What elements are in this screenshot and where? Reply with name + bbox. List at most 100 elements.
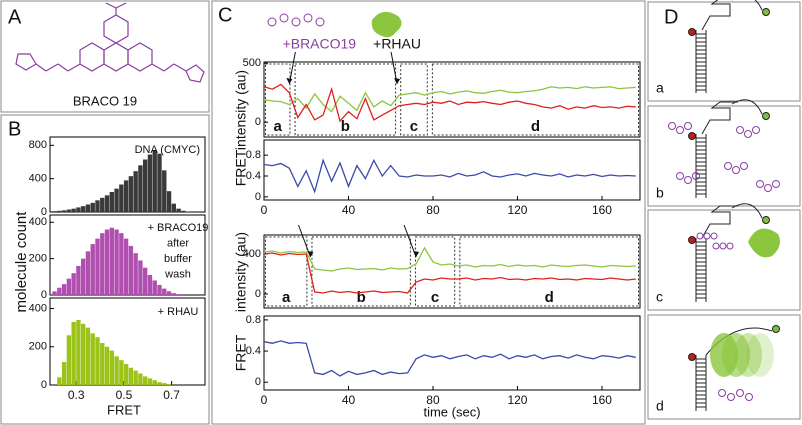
histogram-bar [57,377,62,385]
histogram-annotation: buffer [164,253,192,265]
histogram-bar [76,265,81,295]
histogram-bar [147,154,153,212]
y-tick-label: 800 [29,139,47,151]
x-tick-label: 0.7 [163,388,180,402]
arrow-head [413,251,420,257]
braco-ring [744,130,752,138]
histogram-bar [143,376,148,385]
y-tick-label: 500 [243,57,261,69]
histogram-bar [176,294,181,295]
histogram-bar [90,333,95,385]
histogram-bar [109,227,114,295]
plot-frame [263,139,641,201]
y-tick-label: 0 [255,376,261,388]
braco-ring [745,393,753,401]
histogram-bar [119,233,124,295]
x-tick-label: 120 [507,393,527,407]
y-tick-label: 0 [255,191,261,203]
dna-schematic [695,99,763,198]
histogram-annotation: + RHAU [158,306,199,318]
histogram-bar [176,208,181,212]
segment-box [265,63,291,136]
quadruplex [701,205,738,239]
histogram-bar [128,245,134,295]
donor-dye [688,236,696,244]
segment-label: d [545,289,554,306]
segment-label: c [431,289,439,306]
histogram-bar [119,360,124,385]
y-tick-label: 0.8 [246,314,261,326]
braco-ring [756,180,764,188]
y-tick-label: 200 [29,341,47,353]
histogram-bar [76,319,81,385]
histogram-bar [123,180,129,212]
histogram-annotation: DNA (CMYC) [135,144,200,156]
histogram-bar [162,170,167,212]
histogram-bar [81,258,86,295]
braco-ring [736,389,744,397]
y-axis-label: FRET [233,149,249,186]
histogram-bar [81,206,86,212]
histogram-bar [133,171,138,212]
braco-ring [718,389,726,397]
histogram-bar [157,285,162,295]
x-tick-label: 160 [592,203,612,217]
braco-ring [764,184,772,192]
dna-schematic [695,0,763,93]
histogram-bar [157,382,162,385]
y-tick-label: 400 [29,216,47,228]
event-label: +BRACO19 [283,36,357,52]
rhau-icon [371,11,402,38]
braco-ring [692,172,700,180]
braco-ring [772,180,780,188]
y-tick-label: 200 [29,253,47,265]
dna-schematic [695,203,763,302]
braco-ring [712,242,720,250]
histogram-bar [123,238,129,295]
histogram-bar [66,209,72,212]
braco-ring [732,166,740,174]
histogram-annotation: after [167,237,189,249]
histogram-bar [152,280,157,295]
panel-d-label: d [656,398,664,414]
braco-ring [668,122,676,130]
histogram-bar [157,153,162,212]
ring [279,13,289,23]
histogram-bar [90,202,95,212]
panel-d-label: a [656,80,664,96]
ring [303,13,313,23]
histogram-bar [143,159,148,212]
segment-box [311,236,411,307]
histogram-bar [52,211,57,212]
y-axis-label: intensity (au) [233,232,249,312]
panel-d-label: b [656,185,664,201]
histogram-annotation: + BRACO19 [148,222,209,234]
rhau-shadow [746,333,774,377]
braco-ring [696,232,704,240]
segment-label: b [357,289,366,306]
histogram-bar [133,370,138,385]
segment-label: b [341,118,350,135]
histogram-bar [90,244,95,295]
panel-d-label: c [656,289,663,305]
y-axis-label: molecule count [13,211,30,313]
y-tick-label: 0 [255,288,261,300]
braco-ring [727,393,735,401]
segment-label: a [274,118,283,135]
x-tick-label: 80 [426,203,440,217]
panel-d-box [647,105,801,207]
histogram-bar [71,273,76,295]
histogram-bar [119,184,124,212]
histogram-bar [162,383,167,385]
rhau-shadow [734,333,762,377]
histogram-bar [57,287,62,295]
acceptor-dye [762,112,770,120]
y-tick-label: 400 [29,302,47,314]
x-axis-label: time (sec) [423,404,480,419]
plot-frame [263,61,641,138]
x-tick-label: 40 [342,393,356,407]
histogram-bar [76,207,81,212]
panel-d-box [647,1,801,102]
segment-box [265,236,308,307]
acceptor-dye [762,8,770,16]
